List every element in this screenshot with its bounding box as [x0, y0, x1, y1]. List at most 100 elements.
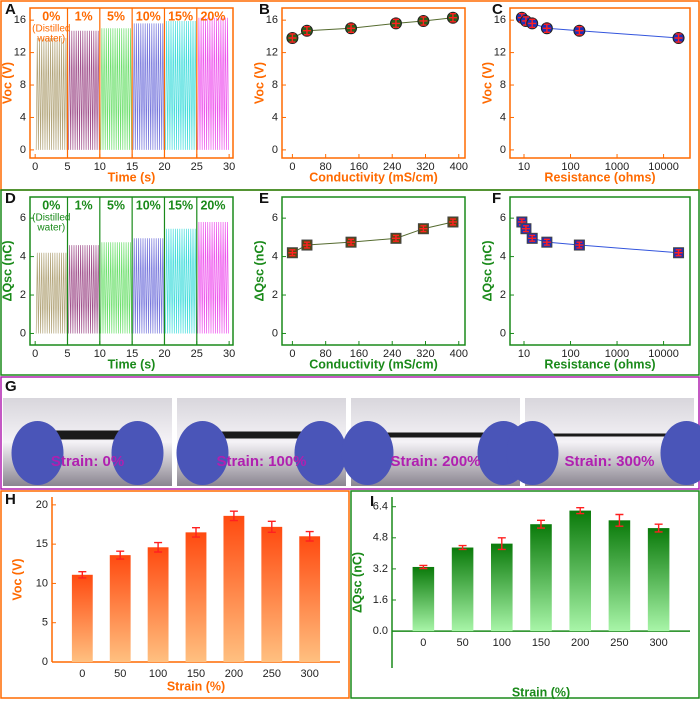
panel-label: F: [492, 190, 501, 207]
y-tick-label: 4: [272, 250, 278, 262]
x-tick-label: 0: [32, 161, 38, 173]
signal-segment: [166, 229, 197, 334]
y-tick-label: 20: [36, 499, 48, 511]
segment-label: 1%: [75, 198, 93, 212]
y-tick-label: 0: [500, 327, 506, 339]
y-tick-label: 8: [20, 79, 26, 91]
x-axis-label: Conductivity (mS/cm): [309, 170, 438, 184]
x-tick-label: 30: [223, 161, 235, 173]
x-tick-label: 10: [518, 348, 530, 360]
x-tick-label: 25: [191, 348, 203, 360]
y-tick-label: 6: [500, 212, 506, 224]
photo-caption: Strain: 0%: [51, 453, 124, 470]
plot-frame: [282, 197, 465, 345]
x-tick-label: 5: [64, 161, 70, 173]
photo-caption: Strain: 300%: [564, 453, 654, 470]
x-tick-label: 50: [114, 668, 126, 680]
y-tick-label: 0: [20, 327, 26, 339]
segment-label: 1%: [75, 9, 93, 23]
y-tick-label: 2: [500, 289, 506, 301]
plot-frame: [510, 8, 690, 158]
y-tick-label: 12: [494, 47, 506, 59]
y-axis-label: ΔQsc (nC): [0, 240, 14, 301]
x-tick-label: 100: [493, 637, 511, 649]
panel-label: E: [259, 190, 269, 207]
bar: [491, 544, 513, 631]
x-tick-label: 0: [289, 348, 295, 360]
bar: [530, 524, 552, 631]
y-tick-label: 6: [272, 212, 278, 224]
bar: [223, 516, 244, 662]
panel-label: D: [5, 190, 16, 207]
y-axis-label: ΔQsc (nC): [350, 552, 364, 613]
bar: [72, 575, 93, 662]
signal-segment: [36, 38, 67, 150]
segment-label: 5%: [107, 198, 125, 212]
y-axis-label: ΔQsc (nC): [252, 240, 266, 301]
segment-label: 20%: [200, 198, 225, 212]
x-axis-label: Time (s): [108, 170, 156, 184]
bar: [609, 520, 631, 631]
signal-segment: [133, 238, 164, 333]
glove: [342, 421, 394, 485]
y-tick-label: 4.8: [373, 532, 388, 544]
y-tick-label: 2: [272, 289, 278, 301]
x-tick-label: 400: [450, 161, 468, 173]
x-tick-label: 100: [149, 668, 167, 680]
bar: [569, 511, 591, 631]
x-tick-label: 250: [263, 668, 281, 680]
x-tick-label: 0: [79, 668, 85, 680]
x-axis-label: Conductivity (mS/cm): [309, 357, 438, 371]
y-tick-label: 15: [36, 538, 48, 550]
y-tick-label: 2: [20, 289, 26, 301]
y-axis-label: Voc (V): [252, 62, 266, 104]
y-tick-label: 0: [272, 144, 278, 156]
signal-segment: [133, 23, 164, 149]
x-tick-label: 300: [649, 637, 667, 649]
segment-label: 10%: [136, 9, 161, 23]
bar: [148, 547, 169, 662]
bar: [452, 548, 474, 632]
y-tick-label: 12: [266, 47, 278, 59]
x-axis-label: Strain (%): [167, 679, 225, 693]
y-tick-label: 16: [494, 14, 506, 26]
y-tick-label: 3.2: [373, 563, 388, 575]
x-tick-label: 150: [532, 637, 550, 649]
x-tick-label: 200: [571, 637, 589, 649]
segment-label: 10%: [136, 198, 161, 212]
x-tick-label: 150: [187, 668, 205, 680]
x-tick-label: 20: [158, 161, 170, 173]
photo-caption: Strain: 200%: [390, 453, 480, 470]
signal-segment: [198, 222, 229, 334]
y-tick-label: 16: [14, 14, 26, 26]
y-tick-label: 4: [20, 250, 26, 262]
y-tick-label: 16: [266, 14, 278, 26]
bar: [299, 536, 320, 662]
glove: [507, 421, 559, 485]
signal-segment: [69, 245, 100, 333]
y-tick-label: 10: [36, 577, 48, 589]
frame: [351, 491, 699, 698]
y-tick-label: 4: [500, 250, 506, 262]
signal-segment: [69, 31, 100, 150]
x-tick-label: 25: [191, 161, 203, 173]
signal-segment: [101, 242, 132, 333]
y-tick-label: 0: [272, 327, 278, 339]
y-tick-label: 8: [272, 79, 278, 91]
segment-label: 15%: [168, 9, 193, 23]
signal-segment: [101, 28, 132, 150]
segment-label: 0%: [42, 198, 60, 212]
x-axis-label: Resistance (ohms): [544, 357, 655, 371]
x-tick-label: 0: [32, 348, 38, 360]
x-tick-label: 10: [94, 161, 106, 173]
bar: [110, 555, 131, 662]
y-axis-label: Voc (V): [10, 558, 24, 600]
y-tick-label: 0: [42, 656, 48, 668]
segment-label: 5%: [107, 9, 125, 23]
signal-segment: [166, 21, 197, 150]
y-axis-label: Voc (V): [0, 62, 14, 104]
y-tick-label: 8: [500, 79, 506, 91]
segment-label: 15%: [168, 198, 193, 212]
y-axis-label: ΔQsc (nC): [480, 240, 494, 301]
